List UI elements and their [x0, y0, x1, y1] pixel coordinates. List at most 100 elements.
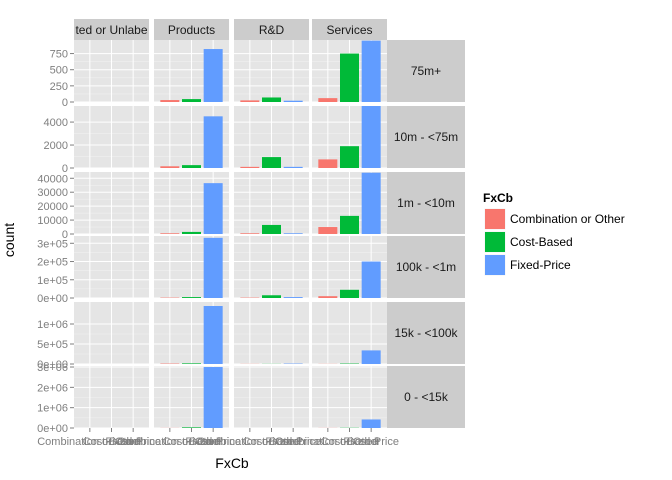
row-strip-0-15k: 0 - <15k [387, 366, 465, 428]
y-tick-label: 2e+05 [37, 257, 68, 269]
y-axis-75m: 0 250 500 750 [50, 49, 74, 109]
x-tick-label: Fixed-Price [185, 436, 241, 448]
bar-100k-1m-services-combination-or-other [318, 296, 338, 298]
y-tick-label: 1e+05 [37, 275, 68, 287]
column-strip-r-d: R&D [234, 19, 309, 40]
row-strip-10m-75m: 10m - <75m [387, 106, 465, 168]
bar-1m-10m-r-d-combination-or-other [240, 233, 260, 234]
x-axis-products: Combination or OtherCost-BasedFixed-Pric… [117, 428, 241, 448]
y-tick-label: 0 [62, 97, 68, 109]
y-tick-label: 20000 [37, 201, 68, 213]
bar-1m-10m-services-fixed-price [361, 172, 381, 234]
bar-75m-r-d-cost-based [262, 97, 281, 102]
row-strip-100k-1m: 100k - <1m [387, 236, 465, 298]
x-tick-label: Fixed-Price [265, 436, 321, 448]
bar-1m-10m-r-d-fixed-price [283, 233, 303, 234]
x-tick-label: Combination or Other [197, 436, 302, 448]
x-tick-label: Cost-Based [163, 436, 220, 448]
column-strips: ted or Unlabe Products R&D Services [74, 19, 387, 40]
column-strip-label: ted or Unlabe [75, 23, 147, 37]
y-tick-label: 3e+05 [37, 238, 68, 250]
bar-1m-10m-services-combination-or-other [318, 227, 338, 234]
y-axis-15k-100k: 0e+00 5e+05 1e+06 [37, 319, 74, 371]
y-tick-label: 10000 [37, 215, 68, 227]
panel-100k-1m-unlabeled-or-unlabeled [74, 236, 149, 299]
y-axis-100k-1m: 0e+00 1e+05 2e+05 3e+05 [37, 238, 74, 305]
y-tick-label: 5e+05 [37, 339, 68, 351]
bar-15k-100k-products-fixed-price [203, 306, 223, 364]
panel-1m-10m-products [154, 172, 229, 235]
y-tick-label: 3e+06 [37, 362, 68, 374]
panel-10m-75m-r-d [234, 106, 309, 169]
bar-10m-75m-r-d-fixed-price [283, 166, 303, 168]
y-tick-label: 0e+00 [37, 423, 68, 435]
row-strip-label: 10m - <75m [394, 130, 458, 144]
bar-0-15k-products-cost-based [182, 427, 201, 428]
row-strip-label: 0 - <15k [404, 390, 449, 404]
bar-15k-100k-products-cost-based [182, 363, 201, 364]
bar-10m-75m-services-cost-based [340, 146, 359, 168]
panel-75m-unlabeled-or-unlabeled [74, 40, 149, 103]
panel-1m-10m-services [312, 172, 387, 235]
panel-1m-10m-unlabeled-or-unlabeled [74, 172, 149, 235]
panel-15k-100k-services [312, 302, 387, 365]
bar-15k-100k-services-fixed-price [361, 350, 381, 364]
bar-75m-services-cost-based [340, 53, 359, 102]
panel-15k-100k-r-d [234, 302, 309, 365]
panel-100k-1m-r-d [234, 236, 309, 299]
bar-0-15k-services-fixed-price [361, 419, 381, 428]
legend-label: Fixed-Price [510, 258, 571, 272]
y-axis-title: count [1, 223, 17, 257]
bar-100k-1m-services-cost-based [340, 289, 359, 298]
legend-label: Combination or Other [510, 212, 625, 226]
legend-swatch [485, 255, 505, 275]
x-tick-label: Fixed-Price [105, 436, 161, 448]
bar-10m-75m-r-d-combination-or-other [240, 166, 260, 168]
column-strip-services: Services [312, 19, 387, 40]
column-strip-label: Products [168, 23, 215, 37]
x-tick-label: Cost-Based [83, 436, 140, 448]
bar-10m-75m-services-fixed-price [361, 106, 381, 168]
y-tick-label: 0 [62, 163, 68, 175]
y-tick-label: 30000 [37, 187, 68, 199]
y-tick-label: 0e+00 [37, 359, 68, 371]
legend-title: FxCb [483, 191, 513, 205]
y-tick-label: 0 [62, 229, 68, 241]
panel-1m-10m-r-d [234, 172, 309, 235]
bar-0-15k-products-fixed-price [203, 367, 223, 428]
row-strip-label: 1m - <10m [397, 196, 455, 210]
legend-swatch [485, 232, 505, 252]
panel-75m-r-d [234, 40, 309, 103]
x-tick-label: Fixed-Price [343, 436, 399, 448]
y-tick-label: 4000 [44, 117, 68, 129]
bar-75m-r-d-combination-or-other [240, 100, 260, 102]
y-tick-label: 40000 [37, 173, 68, 185]
bar-100k-1m-services-fixed-price [361, 261, 381, 298]
bar-75m-services-combination-or-other [318, 98, 338, 102]
legend: FxCb Combination or Other Cost-Based Fixed… [483, 191, 625, 277]
panel-10m-75m-unlabeled-or-unlabeled [74, 106, 149, 169]
panel-10m-75m-products [154, 106, 229, 169]
panel-10m-75m-services [312, 106, 387, 169]
bar-10m-75m-products-cost-based [182, 165, 201, 168]
y-axis-1m-10m: 0 10000 20000 30000 40000 [37, 173, 74, 241]
bar-1m-10m-services-cost-based [340, 215, 359, 234]
row-strip-1m-10m: 1m - <10m [387, 172, 465, 234]
y-tick-label: 750 [50, 49, 68, 61]
panel-15k-100k-products [154, 302, 229, 365]
bar-75m-products-combination-or-other [160, 100, 180, 102]
legend-item-cost-based: Cost-Based [483, 230, 573, 254]
column-strip-label: Services [326, 23, 372, 37]
bar-75m-products-cost-based [182, 99, 201, 102]
x-tick-label: Combination or Other [37, 436, 142, 448]
bar-1m-10m-products-fixed-price [203, 183, 223, 234]
x-tick-label: Combination or Other [275, 436, 380, 448]
row-strip-label: 15k - <100k [394, 326, 458, 340]
x-axes: Combination or OtherCost-BasedFixed-Pric… [37, 428, 399, 448]
x-tick-label: Combination or Other [117, 436, 222, 448]
y-tick-label: 2e+06 [37, 382, 68, 394]
row-strip-label: 75m+ [411, 64, 441, 78]
y-axis-0-15k: 0e+00 1e+06 2e+06 3e+06 [37, 362, 74, 435]
legend-item-combination-or-other: Combination or Other [483, 207, 625, 231]
panel-0-15k-unlabeled-or-unlabeled [74, 366, 149, 429]
